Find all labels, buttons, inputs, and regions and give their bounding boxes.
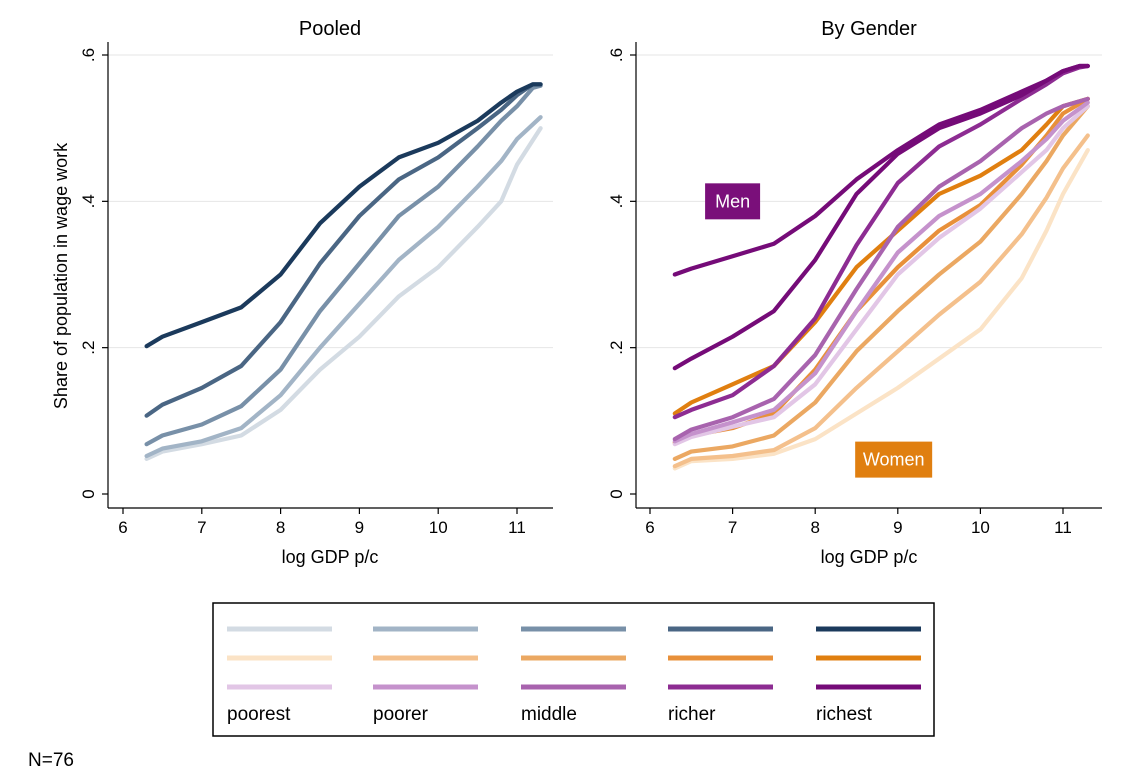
x-axis-label: log GDP p/c (282, 547, 379, 567)
series-line-poorest (144, 126, 543, 461)
y-tick-label: .6 (79, 48, 98, 62)
x-tick-label: 11 (508, 518, 526, 537)
x-tick-label: 8 (810, 518, 819, 537)
series-line-richer-men (672, 63, 1090, 420)
series-line-poorest-men (672, 104, 1090, 447)
y-tick-label: 0 (607, 489, 626, 498)
x-tick-label: 9 (893, 518, 902, 537)
panel-pooled: Pooled log GDP p/c Share of population i… (51, 18, 553, 567)
x-tick-label: 9 (355, 518, 364, 537)
series-line-richest (144, 82, 543, 349)
x-tick-label: 6 (645, 518, 654, 537)
series-line-richer (144, 82, 543, 418)
series-line-poorest-women (672, 148, 1090, 471)
legend-label-middle: middle (521, 704, 577, 725)
legend-label-poorer: poorer (373, 704, 429, 725)
x-tick-label: 7 (197, 518, 206, 537)
x-tick-label: 11 (1054, 518, 1072, 537)
x-tick-label: 8 (276, 518, 285, 537)
y-tick-label: .2 (79, 341, 98, 355)
legend-items: poorest poorer middle richer richest (227, 626, 921, 725)
x-tick-label: 7 (728, 518, 737, 537)
panel-title: By Gender (821, 18, 917, 40)
annotation-label: Men (715, 191, 750, 211)
series-line-middle (144, 83, 543, 447)
series-line-middle-men (672, 96, 1090, 442)
x-tick-label: 10 (429, 518, 448, 537)
legend-label-richer: richer (668, 704, 716, 725)
plot-area: 0 .2 .4 .6 6 7 8 9 10 11 (79, 42, 553, 537)
legend: poorest poorer middle richer richest (212, 602, 935, 737)
x-tick-label: 10 (971, 518, 990, 537)
y-tick-label: 0 (79, 489, 98, 498)
x-tick-label: 6 (118, 518, 127, 537)
x-axis-label: log GDP p/c (821, 547, 918, 567)
plot-area: 0 .2 .4 .6 6 7 8 9 10 11 Men Women (607, 42, 1102, 537)
legend-label-poorest: poorest (227, 704, 291, 725)
y-axis-label: Share of population in wage work (51, 142, 71, 409)
y-tick-label: .4 (607, 194, 626, 208)
series-line-richest-men (672, 63, 1090, 277)
legend-label-richest: richest (816, 704, 873, 725)
y-tick-label: .6 (607, 48, 626, 62)
panel-title: Pooled (299, 18, 361, 40)
annotation-label: Women (863, 450, 925, 470)
series-line-poorer-women (672, 133, 1090, 469)
panel-by-gender: By Gender log GDP p/c 0 .2 .4 .6 6 7 8 9 10 11 Men… (607, 18, 1102, 567)
sample-size-note: N=76 (28, 750, 74, 771)
annotation-box (705, 183, 761, 220)
series-line-middle-women (672, 104, 1090, 461)
y-tick-label: .2 (607, 341, 626, 355)
annotation-box (855, 441, 933, 478)
series-line-poorer-men (672, 100, 1090, 444)
legend-frame (212, 602, 935, 737)
series-line-poorer (144, 115, 543, 459)
y-tick-label: .4 (79, 194, 98, 208)
